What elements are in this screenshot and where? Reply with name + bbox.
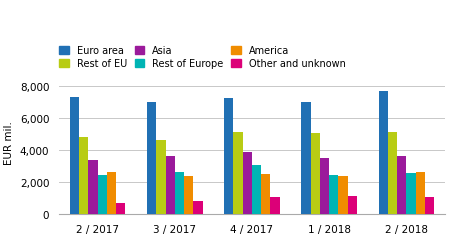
- Bar: [261, 174, 271, 214]
- Bar: [348, 196, 357, 214]
- Bar: [175, 173, 184, 214]
- Bar: [98, 175, 107, 214]
- Bar: [388, 132, 397, 214]
- Bar: [329, 175, 338, 214]
- Bar: [320, 158, 329, 214]
- Bar: [425, 198, 434, 214]
- Bar: [79, 138, 89, 214]
- Bar: [224, 99, 233, 214]
- Bar: [397, 156, 406, 214]
- Bar: [379, 92, 388, 214]
- Bar: [107, 172, 116, 214]
- Bar: [271, 198, 280, 214]
- Bar: [166, 156, 175, 214]
- Bar: [311, 134, 320, 214]
- Bar: [147, 103, 156, 214]
- Bar: [116, 203, 125, 214]
- Bar: [252, 166, 261, 214]
- Bar: [406, 173, 415, 214]
- Bar: [184, 177, 193, 214]
- Bar: [156, 141, 166, 214]
- Bar: [233, 133, 243, 214]
- Bar: [301, 103, 311, 214]
- Bar: [70, 98, 79, 214]
- Legend: Euro area, Rest of EU, Asia, Rest of Europe, America, Other and unknown: Euro area, Rest of EU, Asia, Rest of Eur…: [59, 46, 345, 69]
- Bar: [243, 153, 252, 214]
- Bar: [415, 172, 425, 214]
- Y-axis label: EUR mil.: EUR mil.: [4, 120, 14, 164]
- Bar: [89, 160, 98, 214]
- Bar: [193, 201, 202, 214]
- Bar: [338, 177, 348, 214]
